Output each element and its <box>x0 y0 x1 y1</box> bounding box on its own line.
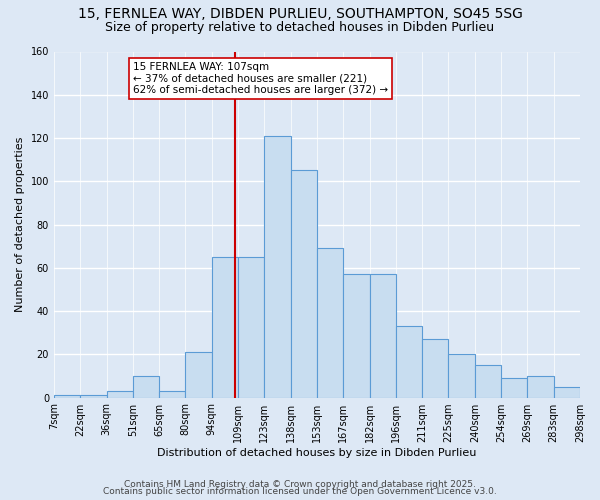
Bar <box>185 352 212 398</box>
Bar <box>212 257 238 398</box>
Text: 15 FERNLEA WAY: 107sqm
← 37% of detached houses are smaller (221)
62% of semi-de: 15 FERNLEA WAY: 107sqm ← 37% of detached… <box>133 62 388 95</box>
Bar <box>370 274 396 398</box>
Bar <box>317 248 343 398</box>
Text: Contains public sector information licensed under the Open Government Licence v3: Contains public sector information licen… <box>103 487 497 496</box>
Y-axis label: Number of detached properties: Number of detached properties <box>15 137 25 312</box>
Bar <box>265 136 290 398</box>
Bar <box>290 170 317 398</box>
Bar <box>54 396 80 398</box>
Bar <box>80 396 107 398</box>
Bar <box>396 326 422 398</box>
Bar <box>422 339 448 398</box>
Text: Size of property relative to detached houses in Dibden Purlieu: Size of property relative to detached ho… <box>106 21 494 34</box>
Bar <box>343 274 370 398</box>
Bar <box>448 354 475 398</box>
X-axis label: Distribution of detached houses by size in Dibden Purlieu: Distribution of detached houses by size … <box>157 448 476 458</box>
Bar <box>159 391 185 398</box>
Bar <box>133 376 159 398</box>
Text: 15, FERNLEA WAY, DIBDEN PURLIEU, SOUTHAMPTON, SO45 5SG: 15, FERNLEA WAY, DIBDEN PURLIEU, SOUTHAM… <box>77 8 523 22</box>
Bar <box>501 378 527 398</box>
Bar <box>554 387 580 398</box>
Bar <box>475 365 501 398</box>
Text: Contains HM Land Registry data © Crown copyright and database right 2025.: Contains HM Land Registry data © Crown c… <box>124 480 476 489</box>
Bar <box>527 376 554 398</box>
Bar <box>238 257 265 398</box>
Bar <box>107 391 133 398</box>
